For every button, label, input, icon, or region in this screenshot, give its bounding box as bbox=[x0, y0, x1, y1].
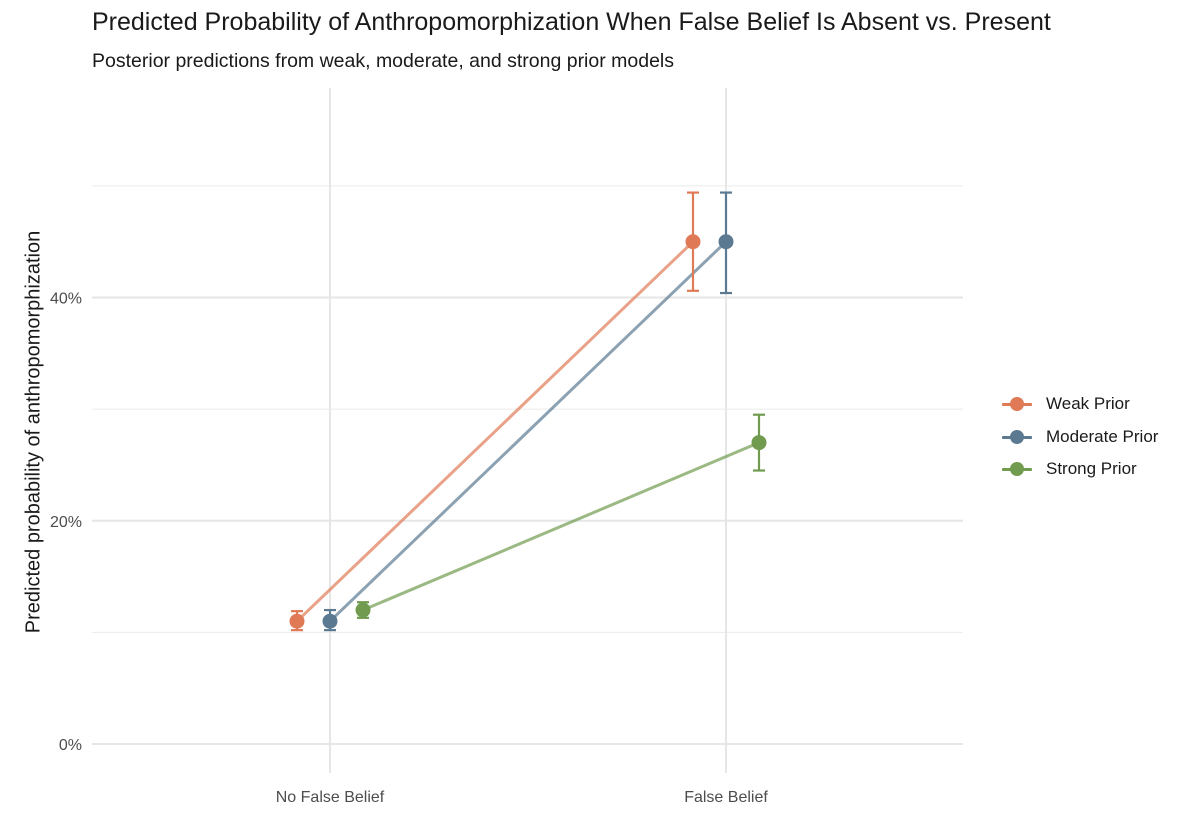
chart-title: Predicted Probability of Anthropomorphiz… bbox=[92, 8, 1051, 36]
series-lines bbox=[295, 240, 761, 623]
legend-item-weak-prior: Weak Prior bbox=[1000, 388, 1158, 421]
series-line-moderate-prior bbox=[328, 240, 728, 623]
data-point-moderate-prior bbox=[322, 613, 338, 629]
legend-label: Weak Prior bbox=[1046, 394, 1130, 414]
series-line-weak-prior bbox=[295, 240, 695, 623]
data-point-strong-prior bbox=[355, 602, 371, 618]
x-tick-label: False Belief bbox=[684, 789, 768, 806]
legend-label: Moderate Prior bbox=[1046, 426, 1159, 446]
x-axis-ticks: No False Belief False Belief bbox=[276, 789, 769, 806]
legend-label: Strong Prior bbox=[1046, 459, 1137, 479]
data-point-weak-prior bbox=[289, 613, 305, 629]
data-points bbox=[289, 234, 767, 629]
y-axis-ticks: 0% 20% 40% bbox=[50, 291, 82, 755]
data-point-weak-prior bbox=[685, 234, 701, 250]
data-point-moderate-prior bbox=[718, 234, 734, 250]
y-tick-label: 0% bbox=[59, 737, 82, 754]
legend-key bbox=[1000, 394, 1034, 414]
legend: Weak Prior Moderate Prior Strong Prior bbox=[1000, 388, 1158, 486]
series-line-strong-prior bbox=[361, 441, 761, 612]
legend-key bbox=[1000, 459, 1034, 479]
legend-item-strong-prior: Strong Prior bbox=[1000, 453, 1158, 486]
legend-item-moderate-prior: Moderate Prior bbox=[1000, 421, 1158, 454]
y-tick-label: 20% bbox=[50, 514, 82, 531]
chart-subtitle: Posterior predictions from weak, moderat… bbox=[92, 50, 675, 72]
legend-key bbox=[1000, 427, 1034, 447]
y-tick-label: 40% bbox=[50, 291, 82, 308]
x-tick-label: No False Belief bbox=[276, 789, 385, 806]
error-bars bbox=[291, 191, 765, 632]
data-point-strong-prior bbox=[751, 435, 767, 451]
